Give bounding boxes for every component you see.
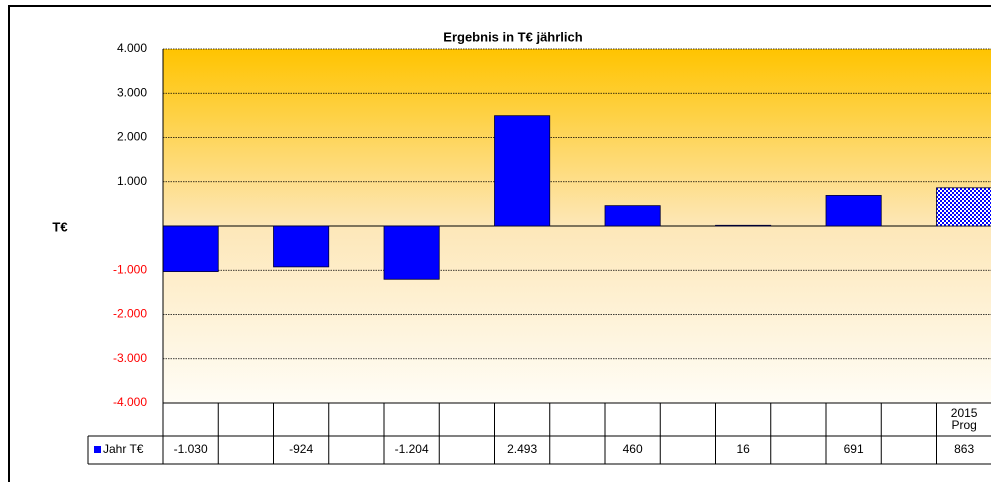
legend-label: Jahr T€ [103, 442, 144, 456]
y-tick-label: -2.000 [113, 307, 147, 321]
legend-swatch [94, 446, 101, 453]
value-label: 16 [736, 442, 750, 456]
bar [936, 187, 991, 227]
chart-title: Ergebnis in T€ jährlich [443, 29, 582, 44]
y-tick-label: 4.000 [117, 41, 147, 55]
y-tick-label: -4.000 [113, 395, 147, 409]
value-label: 691 [844, 442, 864, 456]
value-label: -924 [289, 442, 313, 456]
bar [273, 225, 330, 268]
value-label: 460 [623, 442, 643, 456]
x-tick-line: Prog [951, 418, 976, 432]
y-tick-label: -1.000 [113, 262, 147, 276]
value-label: 863 [954, 442, 974, 456]
y-tick-label: 3.000 [117, 85, 147, 99]
bar [604, 205, 661, 227]
y-tick-label: 2.000 [117, 130, 147, 144]
y-axis-label: T€ [52, 219, 67, 234]
bar [825, 195, 882, 227]
y-tick-label: -3.000 [113, 351, 147, 365]
value-label: 2.493 [507, 442, 537, 456]
bar [494, 115, 551, 227]
bar [383, 225, 440, 280]
y-tick-label: 1.000 [117, 174, 147, 188]
value-label: -1.030 [174, 442, 208, 456]
x-tick-line: 2015 [951, 406, 978, 420]
value-label: -1.204 [395, 442, 429, 456]
x-tick-label: 2015 Prog [951, 406, 978, 432]
bar [162, 225, 219, 272]
bar [715, 224, 772, 227]
